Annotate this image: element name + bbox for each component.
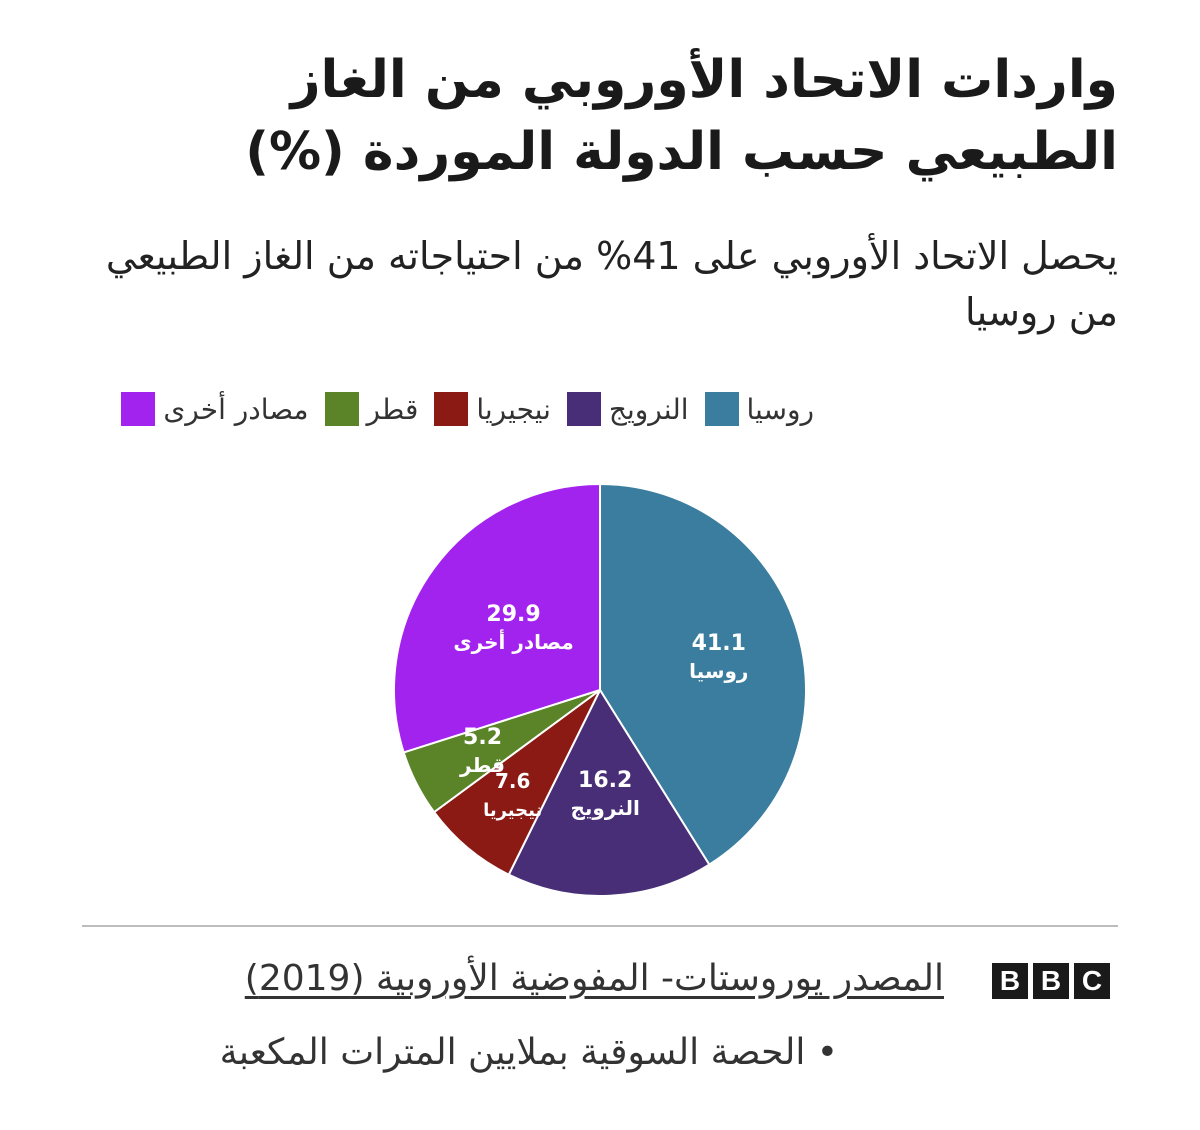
bbc-logo-block-3: C — [1074, 963, 1110, 999]
slice-label: 7.6 نيجيريا — [483, 769, 542, 821]
legend-swatch — [434, 392, 469, 426]
slice-value-label: 41.1 — [692, 631, 746, 656]
source-link[interactable]: المصدر يوروستات- المفوضية الأوروبية (201… — [244, 958, 944, 999]
slice-label: 5.2 قطر — [459, 725, 505, 777]
chart-subtitle: يحصل الاتحاد الأوروبي على 41% من احتياجا… — [105, 234, 1118, 334]
slice-category-label: نيجيريا — [483, 800, 542, 821]
legend-swatch — [121, 392, 156, 426]
legend-swatch — [704, 392, 739, 426]
legend-label: قطر — [366, 392, 419, 426]
pie-slice — [393, 482, 601, 754]
pie-slice — [599, 482, 807, 867]
slice-category-label: مصادر أخرى — [453, 628, 573, 654]
slice-category-label: روسيا — [689, 659, 748, 683]
legend-label: نيجيريا — [476, 392, 551, 426]
footer-divider — [82, 925, 1118, 927]
legend-swatch — [566, 392, 601, 426]
slice-label: 16.2 النرويج — [571, 768, 640, 820]
slice-value-label: 16.2 — [578, 768, 632, 793]
chart-title: واردات الاتحاد الأوروبي من الغاز الطبيعي… — [245, 50, 1118, 182]
legend-item: قطر — [324, 392, 419, 426]
pie-chart: 41.1 روسيا 16.2 النرويج 7.6 نيجيريا 5.2 قطر 29.9… — [380, 470, 820, 910]
slice-category-label: قطر — [459, 753, 505, 777]
chart-legend: روسيا النرويج نيجيريا قطر مصادر أخرى — [121, 392, 814, 426]
slice-value-label: 5.2 — [463, 725, 502, 750]
legend-label: روسيا — [746, 392, 814, 426]
legend-item: روسيا — [704, 392, 814, 426]
legend-label: النرويج — [608, 392, 689, 426]
slice-category-label: النرويج — [571, 796, 640, 820]
pie-slice — [507, 687, 711, 897]
footnote: • الحصة السوقية بملايين المترات المكعبة — [219, 1032, 838, 1073]
legend-swatch — [324, 392, 359, 426]
pie-chart-svg: 41.1 روسيا 16.2 النرويج 7.6 نيجيريا 5.2 قطر 29.9… — [393, 482, 807, 897]
bbc-logo-block-2: B — [1033, 963, 1069, 999]
pie-slice — [432, 689, 601, 877]
bbc-logo-block-1: B — [992, 963, 1028, 999]
legend-item: النرويج — [566, 392, 689, 426]
slice-label: 41.1 روسيا — [689, 631, 748, 683]
legend-item: مصادر أخرى — [121, 392, 309, 426]
slice-value-label: 7.6 — [495, 769, 530, 793]
slice-value-label: 29.9 — [486, 602, 540, 627]
legend-label: مصادر أخرى — [163, 392, 309, 426]
bbc-logo: B B C — [992, 963, 1110, 999]
legend-item: نيجيريا — [434, 392, 551, 426]
